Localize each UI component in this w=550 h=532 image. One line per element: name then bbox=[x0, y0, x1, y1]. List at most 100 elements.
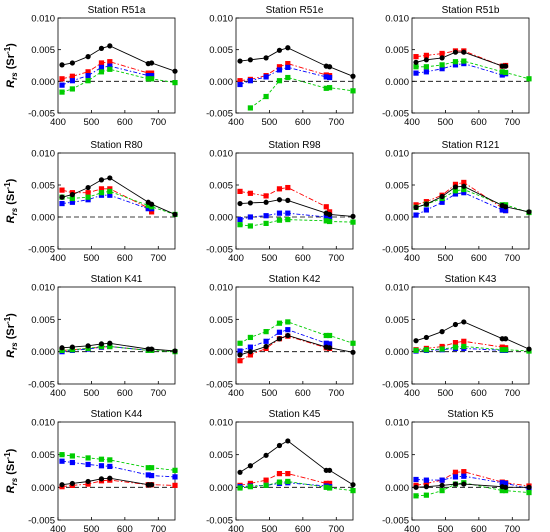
y-tick-label: 0.010 bbox=[209, 283, 233, 294]
data-point bbox=[461, 469, 467, 475]
data-point bbox=[98, 463, 105, 469]
data-point bbox=[327, 85, 333, 91]
data-point bbox=[499, 347, 505, 353]
y-tick-label: 0.005 bbox=[209, 181, 233, 192]
panel-station-k5: Station K5 -0.005 0.000 0.005 0.010 400 500 600… bbox=[382, 409, 532, 532]
data-point bbox=[247, 463, 253, 469]
data-point bbox=[423, 207, 429, 213]
x-tick-label: 700 bbox=[328, 117, 344, 128]
x-tick-label: 600 bbox=[471, 253, 487, 264]
series-line bbox=[61, 194, 152, 210]
data-point bbox=[413, 204, 419, 210]
data-point bbox=[69, 60, 75, 66]
data-point bbox=[276, 471, 283, 477]
data-point bbox=[85, 73, 91, 79]
data-point bbox=[237, 216, 243, 223]
data-point bbox=[107, 340, 113, 346]
x-tick-label: 500 bbox=[261, 524, 277, 532]
data-point bbox=[323, 85, 329, 91]
data-point bbox=[145, 76, 151, 82]
x-tick-label: 400 bbox=[404, 524, 420, 532]
data-point bbox=[452, 474, 459, 480]
data-point bbox=[439, 488, 445, 494]
data-point bbox=[69, 78, 75, 84]
data-point bbox=[323, 204, 329, 210]
y-axis-label-close: ) bbox=[5, 313, 17, 317]
data-point bbox=[461, 183, 467, 189]
data-point bbox=[145, 465, 151, 471]
panel-station-k44: Station K44 -0.005 0.000 0.005 0.010 400 500 60… bbox=[28, 409, 178, 532]
data-point bbox=[98, 341, 105, 347]
panel-station-r80: Station R80 -0.005 0.000 0.005 0.010 400 500 60… bbox=[28, 140, 178, 264]
data-point bbox=[503, 63, 509, 69]
x-tick-label: 600 bbox=[117, 117, 133, 128]
data-point bbox=[439, 329, 445, 335]
x-tick-label: 600 bbox=[471, 117, 487, 128]
x-tick-label: 600 bbox=[117, 524, 133, 532]
data-point bbox=[285, 216, 291, 223]
data-point bbox=[323, 484, 329, 490]
data-point bbox=[145, 202, 151, 209]
data-point bbox=[413, 64, 419, 70]
y-tick-label: -0.005 bbox=[206, 380, 233, 391]
data-point bbox=[285, 74, 291, 81]
data-point bbox=[69, 459, 75, 466]
x-tick-label: 500 bbox=[83, 524, 99, 532]
data-point bbox=[85, 69, 91, 75]
data-point bbox=[149, 465, 155, 471]
data-point bbox=[276, 210, 283, 216]
panel-station-k41: Station K41 -0.005 0.000 0.005 0.010 400 500 60… bbox=[28, 274, 178, 399]
data-point bbox=[263, 477, 269, 483]
plot-frame bbox=[57, 17, 176, 114]
data-point bbox=[439, 199, 445, 205]
data-point bbox=[59, 458, 65, 464]
x-tick-label: 500 bbox=[437, 117, 453, 128]
data-point bbox=[413, 54, 419, 60]
data-point bbox=[98, 45, 105, 52]
data-point bbox=[285, 478, 291, 485]
x-tick-label: 400 bbox=[50, 253, 66, 264]
data-point bbox=[247, 334, 253, 341]
data-point bbox=[107, 188, 113, 194]
data-point bbox=[172, 467, 178, 473]
data-point bbox=[85, 184, 91, 191]
data-point bbox=[276, 442, 283, 449]
data-point bbox=[59, 194, 65, 200]
data-point bbox=[263, 220, 269, 226]
panel-title-station-r51e: Station R51e bbox=[266, 5, 324, 16]
data-point bbox=[172, 211, 178, 218]
data-point bbox=[499, 207, 505, 213]
data-point bbox=[276, 217, 283, 223]
data-point bbox=[59, 482, 65, 488]
y-axis-label-unit: (Sr bbox=[5, 323, 17, 342]
data-point bbox=[263, 338, 269, 344]
data-point bbox=[423, 69, 429, 75]
data-point bbox=[98, 60, 105, 66]
data-point bbox=[327, 332, 333, 339]
x-tick-label: 500 bbox=[83, 253, 99, 264]
y-tick-label: 0.000 bbox=[209, 483, 233, 494]
data-point bbox=[237, 348, 243, 354]
data-point bbox=[461, 319, 467, 325]
data-point bbox=[59, 62, 65, 68]
data-point bbox=[98, 186, 105, 192]
data-point bbox=[323, 340, 329, 346]
data-point bbox=[439, 193, 445, 200]
y-tick-label: 0.005 bbox=[385, 450, 409, 461]
x-tick-label: 700 bbox=[150, 117, 166, 128]
x-tick-label: 600 bbox=[471, 524, 487, 532]
data-point bbox=[461, 49, 467, 55]
data-point bbox=[285, 210, 291, 216]
data-point bbox=[237, 352, 243, 358]
x-tick-label: 400 bbox=[404, 388, 420, 399]
data-point bbox=[452, 481, 459, 487]
x-tick-label: 600 bbox=[295, 388, 311, 399]
x-tick-label: 600 bbox=[295, 524, 311, 532]
y-tick-label: -0.005 bbox=[206, 516, 233, 527]
data-point bbox=[85, 190, 91, 196]
y-tick-label: 0.010 bbox=[31, 283, 55, 294]
series-line bbox=[416, 60, 530, 80]
data-point bbox=[107, 63, 113, 69]
data-point bbox=[461, 481, 467, 487]
x-tick-label: 600 bbox=[295, 117, 311, 128]
